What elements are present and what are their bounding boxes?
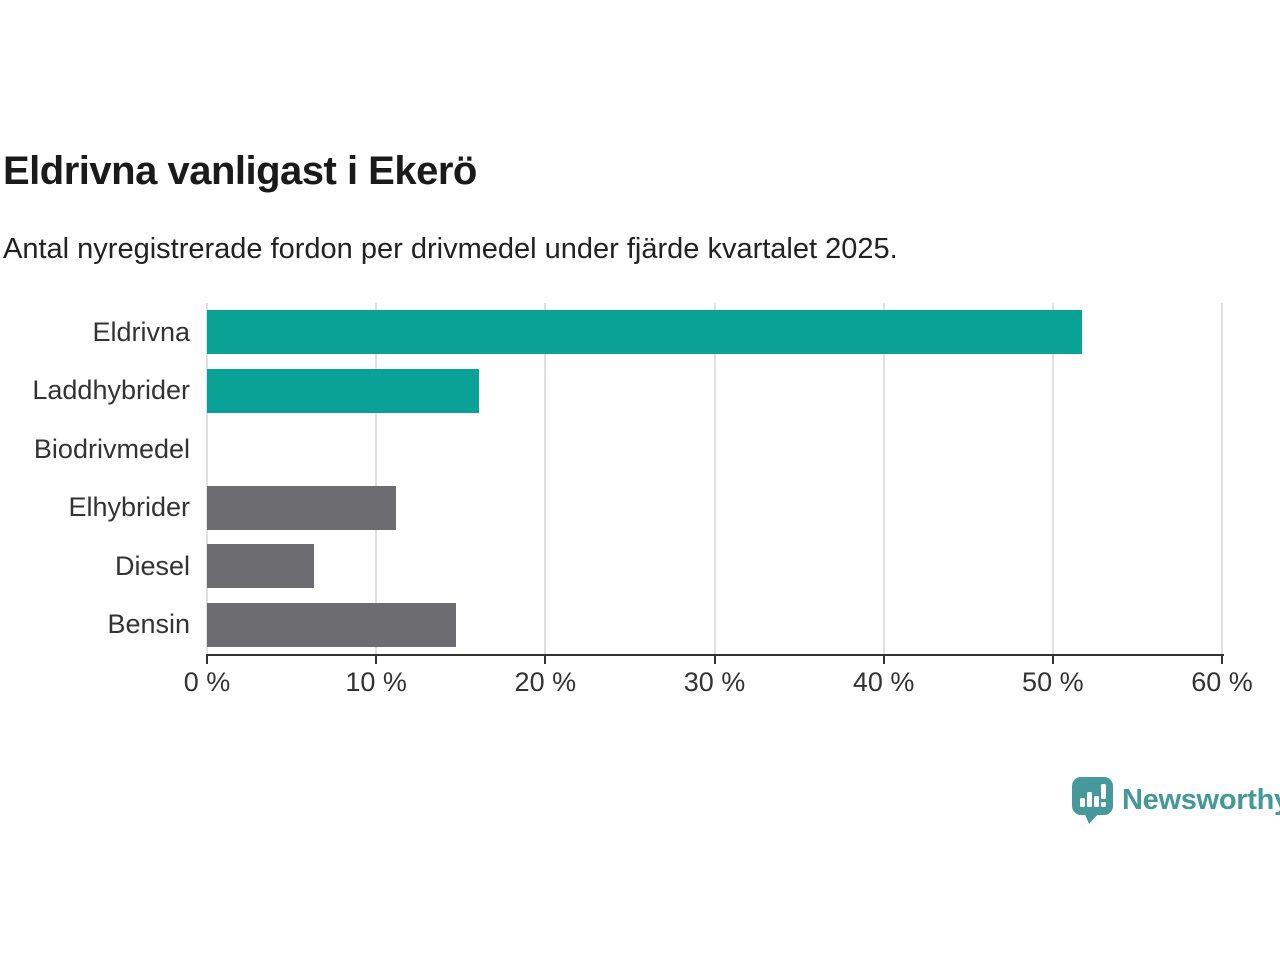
gridline <box>1051 303 1054 654</box>
gridline <box>375 303 378 654</box>
bar-eldrivna <box>207 310 1082 355</box>
gridline <box>713 303 716 654</box>
gridline <box>1221 303 1223 654</box>
logo-bar-short <box>1080 798 1085 807</box>
x-axis-tick-label: 50 % <box>1022 667 1084 697</box>
gridline <box>544 303 547 654</box>
x-axis-tick <box>882 655 885 664</box>
bar-diesel <box>207 544 314 589</box>
x-axis-tick <box>1221 655 1223 664</box>
logo-bar-mid <box>1094 796 1099 807</box>
category-label: Laddhybrider <box>32 375 190 406</box>
x-axis-tick <box>206 655 208 664</box>
x-axis-tick-label: 60 % <box>1191 667 1253 697</box>
gridline <box>882 303 885 654</box>
x-axis-tick-label: 10 % <box>345 667 407 697</box>
category-label: Biodrivmedel <box>33 433 190 464</box>
category-label: Diesel <box>114 550 190 581</box>
category-label: Bensin <box>107 609 190 640</box>
category-label: Eldrivna <box>92 316 190 347</box>
newsworthy-logo-icon <box>1072 777 1113 824</box>
bar-elhybrider <box>207 485 397 530</box>
x-axis-tick <box>713 655 716 664</box>
x-axis-tick-label: 20 % <box>514 667 577 697</box>
newsworthy-logo: Newsworthy <box>1072 777 1280 824</box>
category-label: Elhybrider <box>68 492 190 523</box>
chart-subtitle: Antal nyregistrerade fordon per drivmede… <box>3 233 898 265</box>
x-axis-tick <box>544 655 547 664</box>
bar-bensin <box>207 602 456 647</box>
newsworthy-logo-text: Newsworthy <box>1122 784 1280 816</box>
gridline <box>206 303 208 654</box>
x-axis-tick-label: 40 % <box>852 667 915 697</box>
logo-bar-tall <box>1087 792 1092 807</box>
x-axis-tick-label: 0 % <box>183 667 231 697</box>
x-axis-tick-label: 30 % <box>683 667 746 697</box>
logo-exclamation-dot <box>1101 802 1106 807</box>
x-axis-tick <box>375 655 378 664</box>
bar-laddhybrider <box>207 368 480 413</box>
chart-title: Eldrivna vanligast i Ekerö <box>3 149 477 193</box>
plot-area <box>206 303 1223 654</box>
x-axis-tick <box>1051 655 1054 664</box>
logo-exclamation-stem <box>1101 784 1106 799</box>
